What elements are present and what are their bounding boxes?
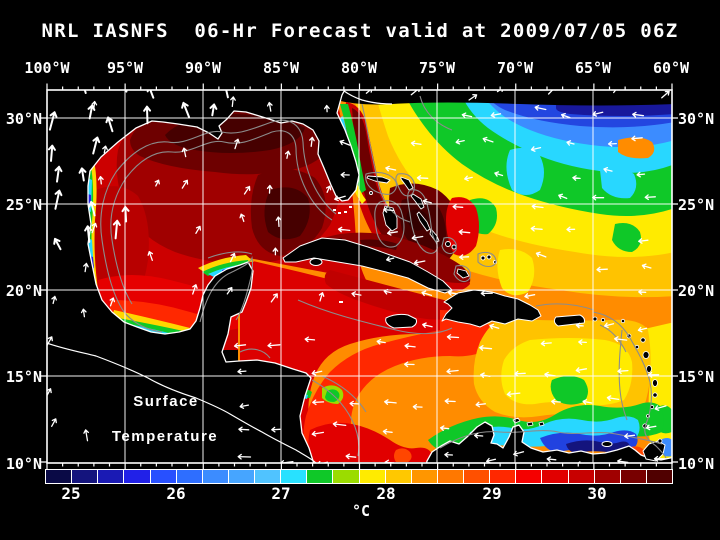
colorbar-tick-29: 29	[482, 484, 502, 503]
lesser-antilles	[512, 316, 663, 444]
colorbar-cell	[385, 470, 411, 483]
colorbar-cell	[176, 470, 202, 483]
lat-label-right-15n: 15°N	[678, 368, 715, 386]
colorbar-cell	[228, 470, 254, 483]
overlay-label-temperature: Temperature	[111, 428, 219, 445]
margarita	[601, 441, 613, 447]
colorbar-cell	[437, 470, 463, 483]
lon-label-95w: 95°W	[106, 59, 144, 77]
isle-of-youth	[309, 258, 323, 266]
lat-label-left-25n: 25°N	[5, 196, 42, 214]
overlay-label-surface: Surface	[133, 393, 199, 410]
colorbar	[45, 469, 673, 484]
map-border	[41, 83, 678, 470]
colorbar-cell	[490, 470, 516, 483]
trinidad	[642, 440, 666, 462]
colorbar-cell	[150, 470, 176, 483]
lat-label-left-30n: 30°N	[5, 110, 42, 128]
colorbar-cell	[307, 470, 333, 483]
colorbar-cell	[594, 470, 620, 483]
lon-label-60w: 60°W	[652, 59, 690, 77]
lat-label-left-20n: 20°N	[5, 282, 42, 300]
lat-label-right-30n: 30°N	[678, 110, 715, 128]
colorbar-tick-28: 28	[376, 484, 396, 503]
colorbar-cell	[202, 470, 228, 483]
colorbar-cell	[281, 470, 307, 483]
colorbar-cells	[46, 470, 672, 483]
lon-label-75w: 75°W	[418, 59, 456, 77]
figure-title: NRL IASNFS 06-Hr Forecast valid at 2009/…	[41, 20, 679, 42]
colorbar-cell	[568, 470, 594, 483]
lon-label-90w: 90°W	[184, 59, 222, 77]
jamaica	[385, 313, 417, 329]
colorbar-cell	[98, 470, 124, 483]
lon-label-100w: 100°W	[24, 59, 70, 77]
lat-label-left-10n: 10°N	[5, 455, 42, 473]
florida-keys	[333, 206, 352, 303]
colorbar-tick-27: 27	[271, 484, 291, 503]
lon-label-85w: 85°W	[262, 59, 300, 77]
lon-label-65w: 65°W	[574, 59, 612, 77]
colorbar-tick-26: 26	[166, 484, 186, 503]
colorbar-cell	[124, 470, 150, 483]
colorbar-tick-30: 30	[587, 484, 607, 503]
colorbar-cell	[542, 470, 568, 483]
colorbar-cell	[333, 470, 359, 483]
lon-label-80w: 80°W	[340, 59, 378, 77]
colorbar-cell	[411, 470, 437, 483]
colorbar-cell	[255, 470, 281, 483]
tick-marks	[41, 83, 678, 470]
lon-label-70w: 70°W	[496, 59, 534, 77]
colorbar-cell	[620, 470, 646, 483]
lat-label-left-15n: 15°N	[5, 368, 42, 386]
pacific-coastline	[47, 342, 317, 463]
colorbar-cell	[46, 470, 72, 483]
colorbar-cell	[359, 470, 385, 483]
colorbar-cell	[464, 470, 490, 483]
hispaniola	[441, 289, 542, 328]
colorbar-cell	[72, 470, 98, 483]
colorbar-cell	[516, 470, 542, 483]
colorbar-unit: °C	[351, 502, 371, 520]
colorbar-tick-25: 25	[61, 484, 81, 503]
puerto-rico	[553, 314, 585, 327]
lat-label-right-10n: 10°N	[678, 455, 715, 473]
wind-vector-arrows	[47, 90, 670, 463]
lat-label-right-20n: 20°N	[678, 282, 715, 300]
latlon-gridlines	[47, 90, 672, 463]
lat-label-right-25n: 25°N	[678, 196, 715, 214]
colorbar-cell	[646, 470, 672, 483]
